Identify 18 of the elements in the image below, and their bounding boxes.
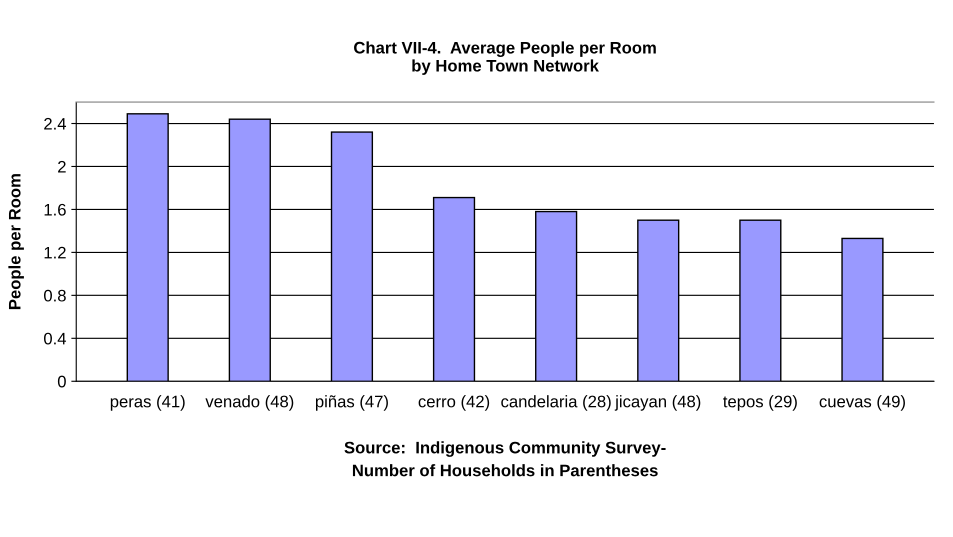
x-tick-label: venado (48): [205, 395, 294, 411]
x-tick-label: tepos (29): [723, 395, 797, 411]
x-tick-label: cerro (42): [418, 395, 490, 411]
chart-title: Chart VII-4. Average People per Room by Home Town Network: [354, 41, 656, 75]
x-axis-title: Source: Indigenous Community Survey- Number of Households in Parentheses: [344, 441, 666, 476]
y-tick-label: 0: [58, 376, 66, 388]
x-tick-label: cuevas (49): [820, 395, 905, 411]
y-tick-label: 2: [58, 160, 66, 173]
y-tick-label: 0.8: [44, 290, 66, 302]
x-tick-label: jicayan (48): [614, 395, 700, 411]
y-tick-label: 1.2: [44, 246, 66, 258]
y-tick-label: 0.4: [44, 332, 66, 345]
x-tick-label: piñas (47): [316, 395, 388, 411]
x-tick-label: peras (41): [110, 395, 185, 411]
y-tick-label: 2.4: [44, 118, 66, 130]
y-tick-label: 1.6: [44, 204, 66, 216]
x-tick-label: candelaria (28): [501, 395, 611, 411]
y-axis-title: People per Room: [8, 174, 24, 310]
